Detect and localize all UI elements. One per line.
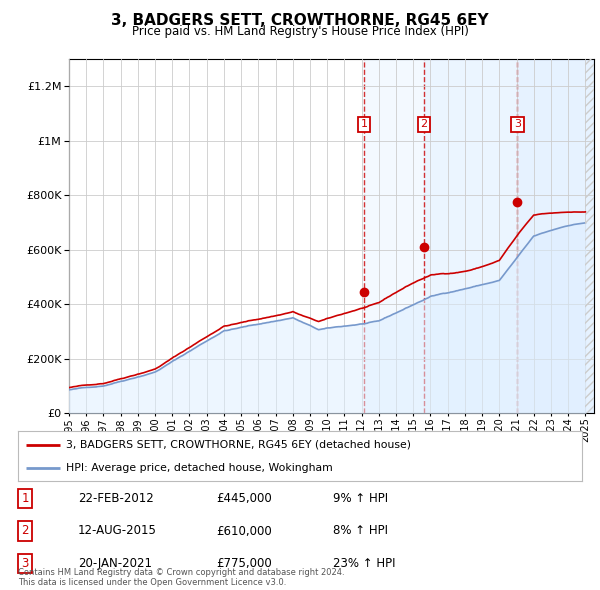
Text: £610,000: £610,000: [216, 525, 272, 537]
Text: 20-JAN-2021: 20-JAN-2021: [78, 557, 152, 570]
Text: £775,000: £775,000: [216, 557, 272, 570]
Bar: [424, 59, 594, 413]
Text: 3, BADGERS SETT, CROWTHORNE, RG45 6EY (detached house): 3, BADGERS SETT, CROWTHORNE, RG45 6EY (d…: [66, 440, 411, 450]
Text: 12-AUG-2015: 12-AUG-2015: [78, 525, 157, 537]
Text: 3: 3: [514, 119, 521, 129]
Text: 8% ↑ HPI: 8% ↑ HPI: [333, 525, 388, 537]
Text: 3, BADGERS SETT, CROWTHORNE, RG45 6EY: 3, BADGERS SETT, CROWTHORNE, RG45 6EY: [111, 13, 489, 28]
Text: 2: 2: [22, 525, 29, 537]
Bar: [517, 59, 594, 413]
Bar: [364, 59, 594, 413]
Text: HPI: Average price, detached house, Wokingham: HPI: Average price, detached house, Woki…: [66, 463, 332, 473]
Text: 22-FEB-2012: 22-FEB-2012: [78, 492, 154, 505]
Text: 3: 3: [22, 557, 29, 570]
Text: 23% ↑ HPI: 23% ↑ HPI: [333, 557, 395, 570]
Text: 1: 1: [22, 492, 29, 505]
Text: 2: 2: [421, 119, 427, 129]
Text: Contains HM Land Registry data © Crown copyright and database right 2024.
This d: Contains HM Land Registry data © Crown c…: [18, 568, 344, 587]
Text: Price paid vs. HM Land Registry's House Price Index (HPI): Price paid vs. HM Land Registry's House …: [131, 25, 469, 38]
Text: £445,000: £445,000: [216, 492, 272, 505]
Text: 9% ↑ HPI: 9% ↑ HPI: [333, 492, 388, 505]
Text: 1: 1: [361, 119, 368, 129]
